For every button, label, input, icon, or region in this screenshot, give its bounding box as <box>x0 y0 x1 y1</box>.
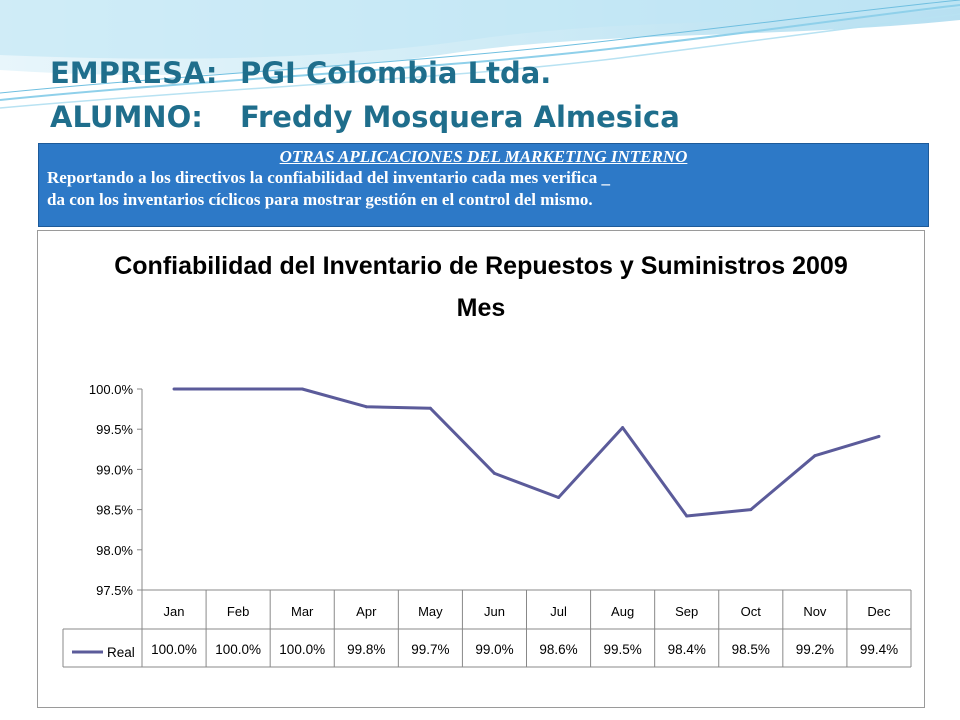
table-value-cell: 99.0% <box>475 642 513 657</box>
table-value-cell: 100.0% <box>215 642 261 657</box>
series-line-real <box>174 387 880 518</box>
line-chart: Confiabilidad del Inventario de Repuesto… <box>62 252 912 668</box>
data-point <box>428 406 432 410</box>
legend-label-real: Real <box>107 645 135 660</box>
x-category-label: Jun <box>484 604 505 619</box>
x-category-label: Sep <box>675 604 698 619</box>
student-title: ALUMNO: Freddy Mosquera Almesica <box>50 100 680 134</box>
table-value-cell: 99.8% <box>347 642 385 657</box>
y-tick-label: 99.0% <box>96 462 133 477</box>
table-value-cell: 99.4% <box>860 642 898 657</box>
chart-axes: 100.0% 99.5% 99.0% 98.5% 98.0% 97.5% <box>89 382 143 598</box>
table-value-cell: 98.5% <box>732 642 770 657</box>
chart-subtitle: Mes <box>457 294 506 322</box>
student-label: ALUMNO: <box>50 100 203 134</box>
data-point <box>621 426 625 430</box>
data-point <box>877 434 881 438</box>
chart-title: Confiabilidad del Inventario de Repuesto… <box>114 252 848 280</box>
y-tick-label: 99.5% <box>96 422 133 437</box>
data-point <box>172 387 176 391</box>
header-waves-decoration <box>0 0 960 109</box>
series-layer <box>172 387 881 518</box>
x-category-label: Mar <box>291 604 314 619</box>
data-point <box>492 471 496 475</box>
table-value-cell: 99.2% <box>796 642 834 657</box>
banner-line-2: da con los inventarios cíclicos para mos… <box>47 190 593 209</box>
x-category-label: Dec <box>867 604 891 619</box>
data-point <box>236 387 240 391</box>
data-point <box>557 496 561 500</box>
company-label: EMPRESA: <box>50 56 218 90</box>
banner-line-1: Reportando a los directivos la confiabil… <box>47 168 611 187</box>
x-category-label: Jan <box>164 604 185 619</box>
data-point <box>685 514 689 518</box>
data-table: Jan Feb Mar Apr May Jun Jul Aug Sep Oct Nov Dec Real… <box>62 589 912 668</box>
data-point <box>749 508 753 512</box>
chart-frame: Confiabilidad del Inventario de Repuesto… <box>37 230 925 708</box>
table-value-cell: 99.7% <box>411 642 449 657</box>
data-point <box>300 387 304 391</box>
table-value-cell: 100.0% <box>279 642 325 657</box>
banner-heading: OTRAS APLICACIONES DEL MARKETING INTERNO <box>279 147 688 166</box>
x-category-label: Apr <box>356 604 377 619</box>
company-title: EMPRESA: PGI Colombia Ltda. <box>50 56 551 90</box>
y-tick-label: 98.0% <box>96 543 133 558</box>
company-name: PGI Colombia Ltda. <box>240 56 552 90</box>
x-category-label: Aug <box>611 604 634 619</box>
y-tick-label: 98.5% <box>96 503 133 518</box>
y-tick-label: 97.5% <box>96 583 133 598</box>
table-value-cell: 100.0% <box>151 642 197 657</box>
x-category-label: May <box>418 604 443 619</box>
table-value-cell: 98.4% <box>668 642 706 657</box>
data-point <box>364 405 368 409</box>
x-category-label: Oct <box>741 604 762 619</box>
x-category-label: Feb <box>227 604 249 619</box>
data-point <box>813 454 817 458</box>
y-tick-label: 100.0% <box>89 382 134 397</box>
x-category-label: Jul <box>550 604 567 619</box>
table-value-cell: 98.6% <box>539 642 577 657</box>
info-banner: OTRAS APLICACIONES DEL MARKETING INTERNO… <box>38 143 929 227</box>
table-value-cell: 99.5% <box>603 642 641 657</box>
student-name: Freddy Mosquera Almesica <box>240 100 680 134</box>
x-category-label: Nov <box>803 604 827 619</box>
